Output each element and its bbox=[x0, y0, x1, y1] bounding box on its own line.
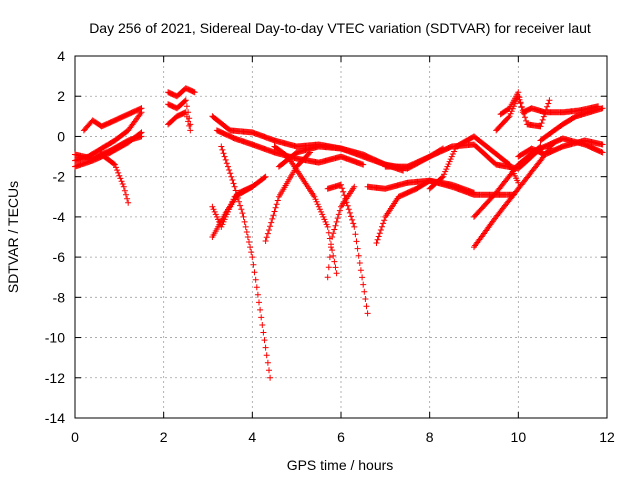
series-points bbox=[364, 177, 517, 198]
x-tick-label: 12 bbox=[599, 429, 615, 445]
y-tick-label: 4 bbox=[57, 48, 65, 64]
series-track-06 bbox=[165, 85, 198, 100]
series-points bbox=[537, 105, 606, 144]
x-axis-label: GPS time / hours bbox=[287, 457, 394, 473]
x-tick-label: 0 bbox=[71, 429, 79, 445]
x-tick-label: 8 bbox=[426, 429, 434, 445]
series-track-05 bbox=[72, 133, 145, 162]
y-axis-label: SDTVAR / TECUs bbox=[5, 181, 21, 293]
data-marks bbox=[72, 85, 606, 381]
grid bbox=[75, 56, 607, 418]
y-tick-label: 2 bbox=[57, 88, 65, 104]
series-points bbox=[324, 181, 371, 317]
series-track-28 bbox=[515, 137, 606, 160]
series-points bbox=[515, 137, 606, 160]
x-tick-label: 10 bbox=[511, 429, 527, 445]
y-tick-label: -4 bbox=[53, 209, 66, 225]
series-points bbox=[80, 105, 145, 134]
x-tick-label: 6 bbox=[337, 429, 345, 445]
series-track-03 bbox=[80, 105, 145, 134]
axis-ticks: 0 2 4 6 8 10 12 -14 -12 -10 -8 -6 -4 -2 0 2 4 bbox=[45, 48, 615, 445]
y-tick-label: 0 bbox=[57, 128, 65, 144]
series-track-17 bbox=[324, 181, 371, 317]
y-tick-label: -6 bbox=[53, 249, 66, 265]
series-points bbox=[209, 183, 256, 240]
series-track-26 bbox=[493, 93, 553, 134]
y-tick-label: -2 bbox=[53, 169, 66, 185]
series-points bbox=[72, 133, 145, 162]
series-track-27 bbox=[537, 105, 606, 144]
y-tick-label: -10 bbox=[45, 330, 65, 346]
series-points bbox=[426, 133, 522, 192]
chart-title: Day 256 of 2021, Sidereal Day-to-day VTE… bbox=[89, 20, 591, 36]
x-tick-label: 2 bbox=[160, 429, 168, 445]
y-tick-label: -14 bbox=[45, 410, 65, 426]
series-track-22 bbox=[426, 133, 522, 192]
series-track-13 bbox=[209, 183, 256, 240]
series-points bbox=[165, 85, 198, 100]
series-track-08 bbox=[165, 109, 194, 134]
series-points bbox=[165, 109, 194, 134]
series-track-20 bbox=[364, 177, 517, 198]
x-tick-label: 4 bbox=[248, 429, 256, 445]
series-points bbox=[493, 93, 553, 134]
y-tick-label: -8 bbox=[53, 289, 66, 305]
y-tick-label: -12 bbox=[45, 370, 65, 386]
